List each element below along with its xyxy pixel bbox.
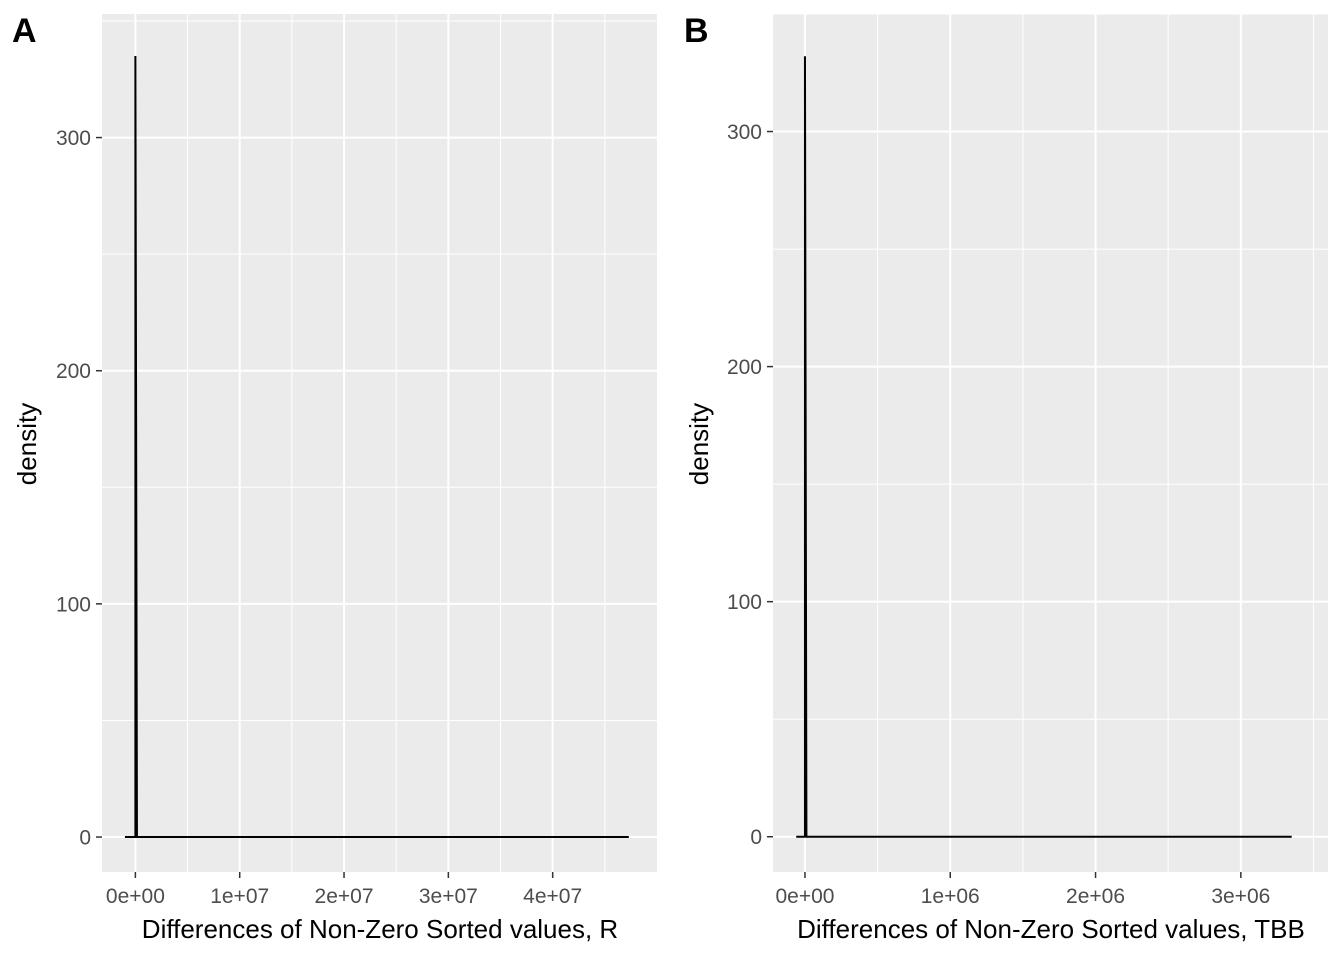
density-series-b <box>796 56 1292 838</box>
y-axis-title-a: density <box>12 403 42 485</box>
x-tick-label-a: 0e+00 <box>106 885 165 908</box>
x-axis-title-a: Differences of Non-Zero Sorted values, R <box>142 914 618 944</box>
y-tick-label-b: 300 <box>727 121 762 144</box>
panel-letter-a: A <box>12 12 37 50</box>
plot-background-b <box>773 14 1328 872</box>
plot-background-a <box>102 14 657 872</box>
chart-panel-b: B 0e+00 1e+06 2e+06 3e+06 0 100 200 300 Differe… <box>684 12 1328 944</box>
x-axis-title-b: Differences of Non-Zero Sorted values, T… <box>797 914 1305 944</box>
density-line-a <box>124 55 629 839</box>
x-tick-label-b: 2e+06 <box>1066 885 1125 908</box>
x-tick-label-a: 1e+07 <box>210 885 269 908</box>
y-tick-label-b: 0 <box>750 826 762 849</box>
y-axis-title-b: density <box>684 403 714 485</box>
y-tick-label-a: 300 <box>56 127 91 150</box>
panel-letter-b: B <box>684 12 709 50</box>
y-tick-label-b: 100 <box>727 591 762 614</box>
x-tick-label-a: 3e+07 <box>419 885 478 908</box>
x-tick-label-b: 3e+06 <box>1211 885 1270 908</box>
axis-ticks-b: 0e+00 1e+06 2e+06 3e+06 0 100 200 300 <box>727 121 1270 908</box>
axis-ticks-a: 0e+00 1e+07 2e+07 3e+07 4e+07 0 100 200 300 <box>56 127 582 908</box>
chart-panel-a: A 0e+00 1e+07 2e+07 3e+07 4e+07 0 100 200 300 Di… <box>12 12 657 944</box>
x-tick-label-b: 0e+00 <box>775 885 834 908</box>
x-tick-label-a: 4e+07 <box>523 885 582 908</box>
y-tick-label-b: 200 <box>727 356 762 379</box>
y-tick-label-a: 0 <box>79 827 91 850</box>
y-tick-label-a: 100 <box>56 593 91 616</box>
density-series-a <box>124 55 629 839</box>
x-tick-label-a: 2e+07 <box>315 885 374 908</box>
x-tick-label-b: 1e+06 <box>921 885 980 908</box>
density-line-b <box>796 56 1292 838</box>
y-tick-label-a: 200 <box>56 360 91 383</box>
